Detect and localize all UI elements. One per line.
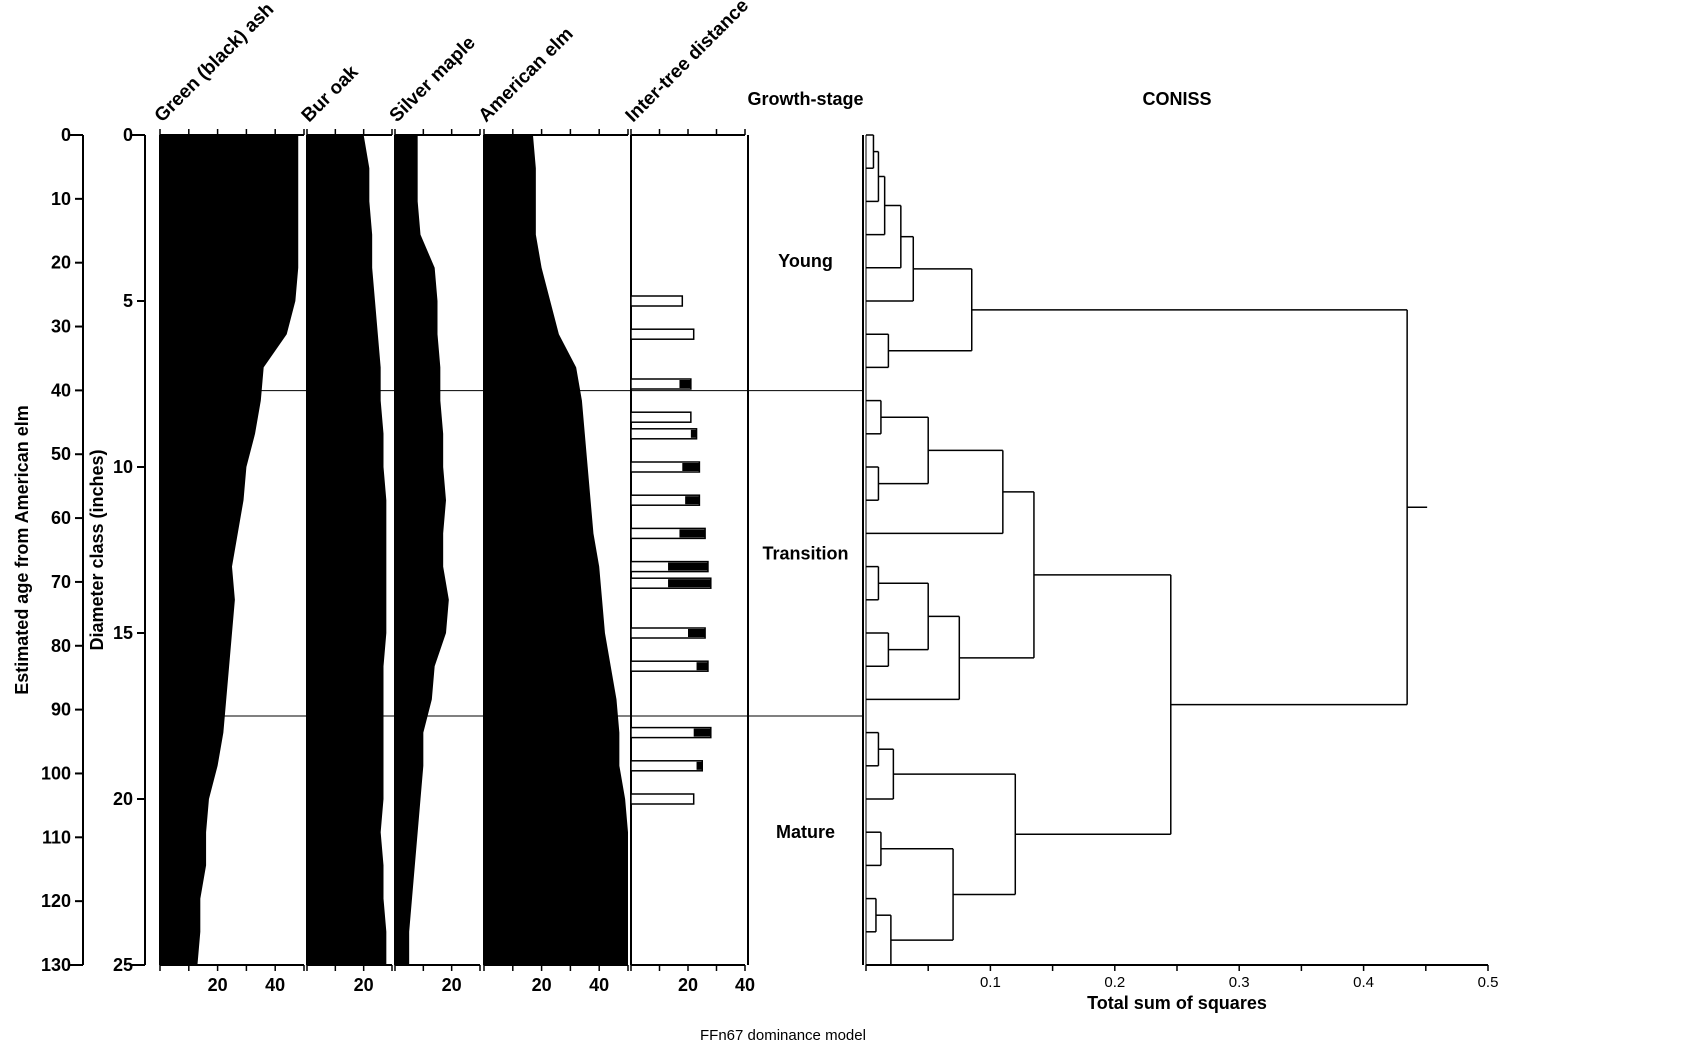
svg-text:90: 90: [51, 700, 71, 720]
coniss-header: CONISS: [1142, 89, 1211, 109]
svg-text:20: 20: [354, 975, 374, 995]
growth-stage-label: Mature: [776, 822, 835, 842]
svg-text:120: 120: [41, 891, 71, 911]
growth-stage-label: Young: [778, 251, 833, 271]
svg-text:10: 10: [113, 457, 133, 477]
panel-inter-tree: 20 40 Inter-tree distance: [622, 0, 755, 995]
svg-text:15: 15: [113, 623, 133, 643]
panel-label: American elm: [475, 24, 578, 127]
svg-text:0.1: 0.1: [980, 974, 1001, 991]
panel-label: Inter-tree distance: [622, 0, 753, 127]
svg-text:50: 50: [51, 444, 71, 464]
svg-text:5: 5: [123, 291, 133, 311]
svg-text:20: 20: [113, 789, 133, 809]
y-axis-age-title: Estimated age from American elm: [12, 405, 32, 694]
svg-text:10: 10: [51, 189, 71, 209]
svg-text:70: 70: [51, 572, 71, 592]
svg-text:20: 20: [532, 975, 552, 995]
svg-text:20: 20: [51, 253, 71, 273]
footer-caption: FFn67 dominance model: [700, 1027, 866, 1044]
svg-text:20: 20: [208, 975, 228, 995]
svg-text:30: 30: [51, 317, 71, 337]
svg-text:0.5: 0.5: [1478, 974, 1499, 991]
panel-coniss: CONISS 0.1 0.2 0.3 0.4 0.5 Total sum of square…: [866, 89, 1498, 1013]
svg-text:25: 25: [113, 955, 133, 975]
svg-text:0: 0: [123, 125, 133, 145]
svg-text:110: 110: [42, 827, 71, 847]
svg-text:80: 80: [51, 636, 71, 656]
panel-growth-stage: Growth-stage Young Transition Mature: [747, 89, 863, 965]
svg-text:0.4: 0.4: [1353, 974, 1374, 991]
svg-text:100: 100: [41, 763, 71, 783]
panel-bur_oak: 20 Bur oak: [298, 61, 392, 995]
svg-text:130: 130: [41, 955, 71, 975]
svg-text:40: 40: [589, 975, 609, 995]
svg-text:0.3: 0.3: [1229, 974, 1250, 991]
growth-stage-label: Transition: [762, 543, 848, 563]
svg-text:40: 40: [735, 975, 755, 995]
y-axis-diameter-title: Diameter class (inches): [87, 449, 107, 650]
svg-text:40: 40: [265, 975, 285, 995]
svg-text:0.2: 0.2: [1104, 974, 1125, 991]
stratigraphic-diagram: 0102030405060708090100110120130Estimated…: [0, 0, 1681, 1051]
svg-text:40: 40: [51, 380, 71, 400]
coniss-xaxis-title: Total sum of squares: [1087, 993, 1267, 1013]
svg-text:60: 60: [51, 508, 71, 528]
growth-stage-header: Growth-stage: [747, 89, 863, 109]
panel-label: Bur oak: [298, 61, 363, 126]
panel-label: Green (black) ash: [151, 0, 279, 127]
panel-label: Silver maple: [386, 33, 480, 127]
panel-green_ash: 20 40 Green (black) ash: [151, 0, 304, 995]
svg-text:20: 20: [442, 975, 462, 995]
panel-silver_maple: 20 Silver maple: [386, 33, 480, 995]
svg-text:20: 20: [678, 975, 698, 995]
svg-text:0: 0: [61, 125, 71, 145]
panel-american_elm: 20 40 American elm: [475, 24, 628, 995]
